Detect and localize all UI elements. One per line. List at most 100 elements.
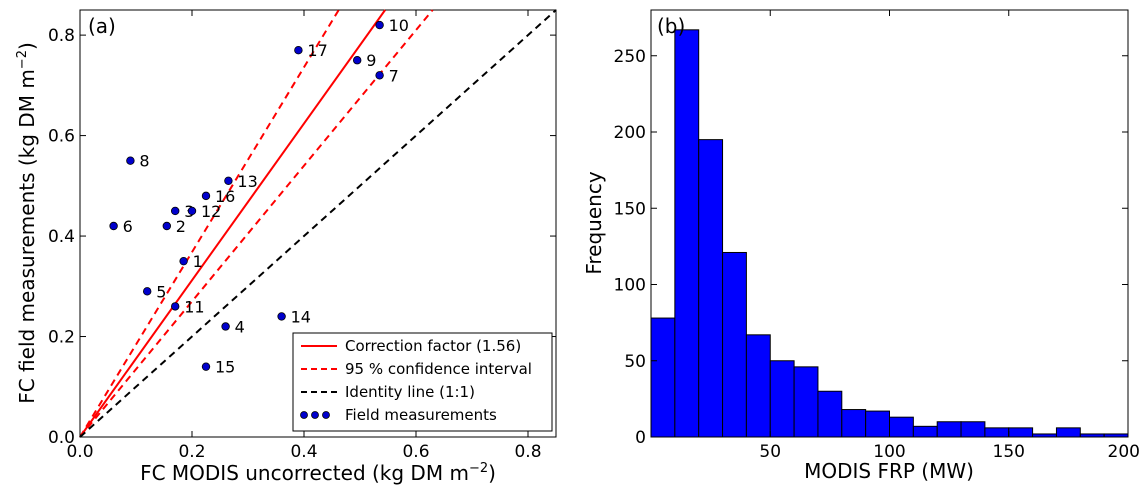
panel-b: 50 100 150 200 0 50 100 150 200 250 (b) MODIS FRP…	[582, 9, 1140, 483]
panel-a-y-tick-label: 0.2	[48, 328, 75, 348]
point-label-7: 7	[389, 66, 399, 85]
point-label-16: 16	[215, 187, 235, 206]
point-label-15: 15	[215, 358, 235, 377]
panel-a-x-tick-label: 0.2	[178, 442, 205, 462]
panel-a-y-tick-label: 0.4	[48, 227, 75, 247]
point-2	[162, 221, 171, 231]
histogram-bar	[769, 360, 795, 438]
panel-a-ticks: 0.0 0.2 0.4 0.6 0.8 0.0 0.2 0.4 0.6 0.8	[48, 10, 556, 462]
point-label-1: 1	[193, 252, 203, 271]
histogram-bar	[698, 139, 724, 438]
panel-b-y-tick-label: 100	[614, 276, 646, 296]
panel-a-line-2	[79, 9, 434, 438]
legend-ci-label: 95 % confidence interval	[345, 360, 532, 378]
histogram-bar	[865, 410, 891, 438]
point-7	[375, 71, 384, 80]
point-4	[221, 322, 230, 331]
point-label-5: 5	[156, 282, 166, 301]
histogram-bar	[1055, 427, 1081, 438]
panel-a: 1234567891011121314151617 0.00.20.40.60.…	[15, 9, 557, 485]
point-1	[179, 256, 188, 266]
point-8	[126, 156, 135, 165]
histogram-bar	[817, 390, 843, 438]
legend-points-label: Field measurements	[345, 406, 497, 424]
panel-b-y-tick-label: 200	[614, 123, 646, 143]
panel-b-x-axis-title: MODIS FRP (MW)	[804, 459, 974, 483]
histogram-bar	[889, 416, 914, 438]
histogram-bar	[745, 334, 771, 438]
legend-box	[292, 332, 553, 432]
point-label-11: 11	[184, 297, 204, 316]
panel-a-y-title-exp: −2	[15, 50, 30, 69]
panel-a-y-title-close: )	[15, 42, 39, 50]
panel-b-x-tick-label: 150	[993, 442, 1025, 462]
panel-b-x-tick-label: 100	[873, 442, 905, 462]
panel-a-y-tick-label: 0.6	[48, 127, 75, 147]
point-11	[170, 302, 180, 311]
point-9	[353, 56, 362, 65]
point-label-14: 14	[291, 307, 311, 326]
point-label-4: 4	[235, 317, 245, 336]
point-13	[224, 176, 233, 185]
histogram-bar	[793, 366, 819, 438]
histogram-bar	[1008, 427, 1034, 438]
panel-b-y-tick-label: 0	[635, 428, 646, 448]
panel-b-x-tick-label: 200	[1108, 442, 1140, 462]
point-label-9: 9	[366, 51, 376, 70]
panel-a-x-tick-label: 0.0	[66, 442, 93, 462]
point-label-10: 10	[389, 16, 409, 35]
panel-a-points: 1234567891011121314151617	[109, 16, 409, 377]
panel-b-x-tick-label: 50	[759, 442, 781, 462]
legend-identity-label: Identity line (1:1)	[345, 383, 475, 401]
panel-a-label: (a)	[88, 14, 116, 38]
point-3	[170, 206, 180, 216]
legend-correction-label: Correction factor (1.56)	[345, 337, 521, 355]
panel-a-y-tick-label: 0.0	[48, 428, 75, 448]
legend-marker-3	[322, 411, 330, 419]
panel-a-x-axis-title: FC MODIS uncorrected (kg DM m−2)	[140, 461, 496, 485]
panel-b-y-tick-label: 150	[614, 199, 646, 219]
panel-b-bars	[650, 29, 1129, 438]
histogram-bar	[674, 29, 700, 438]
point-label-17: 17	[307, 41, 327, 60]
histogram-bar	[912, 425, 938, 438]
panel-a-line-3	[79, 9, 557, 438]
point-15	[201, 362, 211, 371]
legend-marker-1	[300, 411, 308, 419]
point-label-12: 12	[201, 202, 221, 221]
panel-a-y-tick-label: 0.8	[48, 26, 75, 46]
histogram-bar	[960, 421, 986, 438]
histogram-bar	[936, 421, 962, 438]
point-10	[375, 20, 384, 30]
panel-a-x-title-close: )	[488, 461, 496, 485]
panel-a-legend: Correction factor (1.56) 95 % confidence…	[292, 332, 553, 432]
point-label-8: 8	[139, 152, 149, 171]
point-14	[277, 312, 286, 321]
panel-b-ticks: 50 100 150 200 0 50 100 150 200 250	[614, 10, 1140, 462]
point-label-13: 13	[237, 172, 257, 191]
panel-b-y-tick-label: 50	[624, 352, 646, 372]
point-17	[294, 45, 303, 55]
panel-b-y-tick-label: 250	[614, 47, 646, 67]
histogram-bar	[650, 317, 676, 438]
point-12	[187, 206, 197, 216]
panel-a-x-tick-label: 0.8	[514, 442, 541, 462]
point-6	[109, 221, 118, 231]
panel-a-x-tick-label: 0.4	[290, 442, 317, 462]
panel-b-y-axis-title: Frequency	[582, 171, 606, 274]
panel-a-line-0	[79, 9, 386, 438]
panel-a-lines	[79, 9, 557, 438]
panel-a-x-tick-label: 0.6	[402, 442, 429, 462]
histogram-bar	[722, 251, 747, 438]
legend-marker-2	[311, 411, 319, 419]
panel-a-x-title-main: FC MODIS uncorrected (kg DM m	[140, 461, 469, 485]
histogram-bar	[841, 409, 867, 438]
panel-b-label: (b)	[657, 14, 685, 38]
point-16	[201, 191, 211, 201]
point-label-2: 2	[176, 217, 186, 236]
panel-a-y-title-main: FC field measurements (kg DM m	[15, 69, 39, 404]
point-label-6: 6	[123, 217, 133, 236]
panel-a-y-axis-title: FC field measurements (kg DM m−2)	[15, 42, 39, 404]
histogram-bar	[984, 427, 1010, 438]
